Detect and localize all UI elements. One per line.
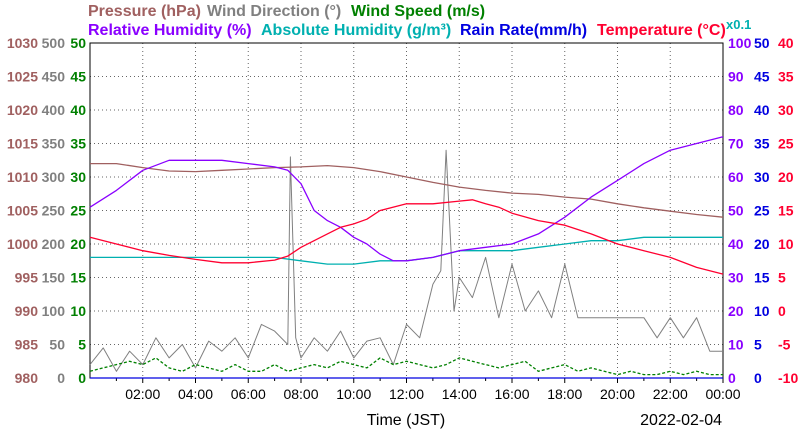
- x-tick-label: 18:00: [547, 386, 582, 402]
- rain_rate-tick-label: 0: [754, 370, 762, 386]
- rain_rate-tick-label: 25: [754, 203, 770, 219]
- wind_speed-tick-label: 35: [70, 136, 86, 152]
- temperature-tick-label: 20: [778, 169, 794, 185]
- rain_rate-tick-label: 40: [754, 102, 770, 118]
- wind_speed-tick-label: 50: [70, 35, 86, 51]
- wind_speed-tick-label: 10: [70, 303, 86, 319]
- humidity-tick-label: 90: [728, 69, 744, 85]
- wind_direction-tick-label: 300: [42, 169, 66, 185]
- pressure-tick-label: 990: [15, 303, 39, 319]
- x-tick-label: 04:00: [178, 386, 213, 402]
- series-relative-humidity: [89, 136, 724, 262]
- temperature-tick-label: 10: [778, 236, 794, 252]
- x-tick-label: 22:00: [653, 386, 688, 402]
- wind_speed-tick-label: 25: [70, 203, 86, 219]
- series-temperature: [89, 199, 724, 275]
- temperature-tick-label: 25: [778, 136, 794, 152]
- humidity-tick-label: 80: [728, 102, 744, 118]
- series-layer: [89, 136, 724, 379]
- legend: Pressure (hPa) Wind Direction (°) Wind Spe…: [88, 3, 751, 39]
- temperature-tick-label: 0: [778, 303, 786, 319]
- temperature-tick-label: -10: [778, 370, 798, 386]
- series-wind-speed: [89, 357, 723, 376]
- x-tick-label: 14:00: [442, 386, 477, 402]
- humidity-tick-label: 70: [728, 136, 744, 152]
- rain_rate-tick-label: 20: [754, 236, 770, 252]
- pressure-tick-label: 1005: [7, 203, 38, 219]
- legend-entry: Rain Rate(mm/h): [460, 22, 587, 39]
- humidity-tick-label: 100: [728, 35, 752, 51]
- legend-entry: Relative Humidity (%): [88, 22, 252, 39]
- wind_direction-tick-label: 500: [42, 35, 66, 51]
- wind_speed-tick-label: 15: [70, 270, 86, 286]
- pressure-tick-label: 1030: [7, 35, 38, 51]
- x-tick-label: 10:00: [336, 386, 371, 402]
- x-axis-title: Time (JST): [367, 412, 446, 429]
- wind_direction-tick-label: 0: [57, 370, 65, 386]
- date-label: 2022-02-04: [640, 412, 722, 429]
- temperature-tick-label: 30: [778, 102, 794, 118]
- pressure-tick-label: 995: [15, 270, 39, 286]
- series-pressure: [90, 162, 724, 218]
- humidity-tick-label: 10: [728, 337, 744, 353]
- rain_rate-tick-label: 45: [754, 69, 770, 85]
- pressure-tick-label: 1000: [7, 236, 38, 252]
- pressure-tick-label: 1020: [7, 102, 38, 118]
- wind_speed-tick-label: 40: [70, 102, 86, 118]
- wind_direction-tick-label: 350: [42, 136, 66, 152]
- temperature-tick-label: 15: [778, 203, 794, 219]
- x-axis: 02:00 04:00 06:00 08:00 10:00 12:00 14:00 16:00…: [115, 378, 741, 402]
- humidity-tick-label: 60: [728, 169, 744, 185]
- x-tick-label: 12:00: [389, 386, 424, 402]
- temperature-tick-label: -5: [778, 337, 791, 353]
- rain_rate-tick-label: 35: [754, 136, 770, 152]
- pressure-tick-label: 985: [15, 337, 39, 353]
- humidity-tick-label: 50: [728, 203, 744, 219]
- scale-note: x0.1: [726, 17, 751, 32]
- pressure-tick-label: 1025: [7, 69, 38, 85]
- legend-entry: Absolute Humidity (g/m³): [261, 22, 451, 39]
- x-tick-label: 02:00: [125, 386, 160, 402]
- wind_direction-tick-label: 100: [42, 303, 66, 319]
- wind_speed-tick-label: 20: [70, 236, 86, 252]
- x-tick-label: 00:00: [705, 386, 740, 402]
- x-tick-label: 16:00: [494, 386, 529, 402]
- x-tick-label: 06:00: [231, 386, 266, 402]
- wind_direction-tick-label: 400: [42, 102, 66, 118]
- x-tick-label: 08:00: [283, 386, 318, 402]
- x-tick-label: 20:00: [600, 386, 635, 402]
- rain_rate-tick-label: 30: [754, 169, 770, 185]
- legend-entry: Wind Speed (m/s): [351, 3, 485, 20]
- wind_speed-tick-label: 30: [70, 169, 86, 185]
- rain_rate-tick-label: 5: [754, 337, 762, 353]
- wind_speed-tick-label: 5: [78, 337, 86, 353]
- temperature-tick-label: 5: [778, 270, 786, 286]
- right-axes: 1009080706050403020100504540353025201510…: [728, 35, 798, 386]
- rain_rate-tick-label: 50: [754, 35, 770, 51]
- series-wind-direction: [89, 149, 723, 372]
- legend-entry: Wind Direction (°): [207, 3, 341, 20]
- pressure-tick-label: 1010: [7, 169, 38, 185]
- rain_rate-tick-label: 15: [754, 270, 770, 286]
- pressure-tick-label: 980: [15, 370, 39, 386]
- wind_speed-tick-label: 0: [78, 370, 86, 386]
- wind_direction-tick-label: 450: [42, 69, 66, 85]
- temperature-tick-label: 40: [778, 35, 794, 51]
- wind_direction-tick-label: 200: [42, 236, 66, 252]
- wind_direction-tick-label: 150: [42, 270, 66, 286]
- humidity-tick-label: 30: [728, 270, 744, 286]
- rain_rate-tick-label: 10: [754, 303, 770, 319]
- legend-entry: Temperature (°C): [597, 22, 726, 39]
- humidity-tick-label: 0: [728, 370, 736, 386]
- humidity-tick-label: 40: [728, 236, 744, 252]
- humidity-tick-label: 20: [728, 303, 744, 319]
- pressure-tick-label: 1015: [7, 136, 38, 152]
- wind_direction-tick-label: 50: [49, 337, 65, 353]
- temperature-tick-label: 35: [778, 69, 794, 85]
- wind_direction-tick-label: 250: [42, 203, 66, 219]
- legend-entry: Pressure (hPa): [88, 3, 201, 20]
- wind_speed-tick-label: 45: [70, 69, 86, 85]
- left-axes: 1030102510201015101010051000995990985980…: [7, 35, 86, 386]
